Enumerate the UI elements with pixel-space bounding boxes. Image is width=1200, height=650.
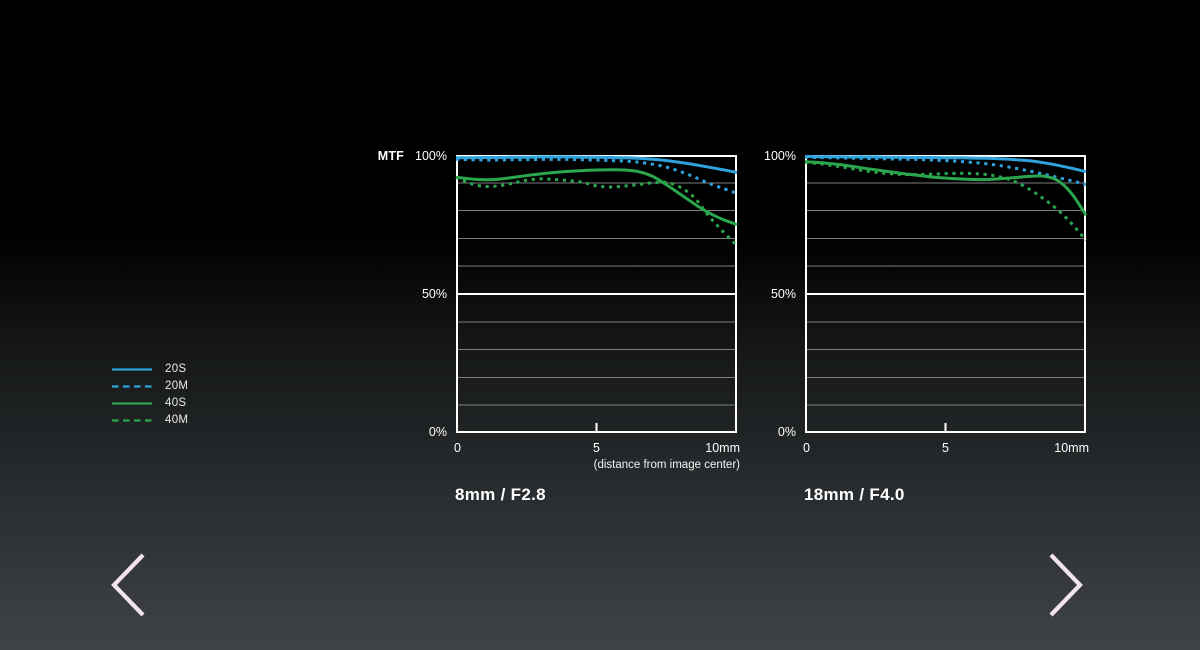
legend-item-20m: 20M <box>112 378 188 395</box>
y-tick-0: 0% <box>428 424 447 439</box>
chevron-left-icon <box>111 553 145 617</box>
x-tick-0: 0 <box>454 441 461 455</box>
dashed-blue-line-icon <box>112 385 152 388</box>
x-tick-0: 0 <box>803 441 810 455</box>
x-tick-10mm: 10mm <box>1054 441 1089 455</box>
legend-item-40m: 40M <box>112 412 188 429</box>
legend-label: 20S <box>165 362 187 375</box>
mtf-chart-18mm: 100% 50% 0% 0 5 10mm 18mm / F4.0 <box>764 150 1089 503</box>
x-tick-5: 5 <box>942 441 949 455</box>
next-arrow-button[interactable] <box>1044 550 1088 620</box>
solid-blue-line-icon <box>112 368 152 371</box>
plot-area <box>804 154 1088 433</box>
y-tick-50: 50% <box>421 286 447 301</box>
y-tick-label: 100% <box>415 148 447 163</box>
y-tick-100: MTF 100% <box>378 150 447 163</box>
x-tick-10mm: 10mm <box>705 441 740 455</box>
plot-area <box>455 155 739 433</box>
y-tick-100: 100% <box>764 148 796 163</box>
y-axis-title: MTF <box>377 148 405 163</box>
chart-title-18mm: 18mm / F4.0 <box>804 485 905 504</box>
x-axis-note: (distance from image center) <box>593 459 740 471</box>
legend-label: 20M <box>165 379 189 392</box>
prev-arrow-button[interactable] <box>106 550 150 620</box>
mtf-chart-8mm: MTF 100% 50% 0% 0 5 10mm (distance from … <box>378 150 740 503</box>
legend-item-40s: 40S <box>112 395 188 412</box>
legend-label: 40M <box>165 413 189 426</box>
legend-item-20s: 20S <box>112 361 188 378</box>
dashed-green-line-icon <box>112 419 152 422</box>
chevron-right-icon <box>1049 553 1083 617</box>
solid-green-line-icon <box>112 402 152 405</box>
y-tick-0: 0% <box>777 424 796 439</box>
x-axis: 0 5 10mm <box>803 441 1089 456</box>
mtf-legend: 20S 20M 40S 40M <box>112 361 188 429</box>
legend-label: 40S <box>165 396 187 409</box>
y-tick-50: 50% <box>770 286 796 301</box>
x-axis: 0 5 10mm <box>454 441 740 456</box>
x-tick-5: 5 <box>593 441 600 455</box>
chart-title-8mm: 8mm / F2.8 <box>455 485 546 504</box>
